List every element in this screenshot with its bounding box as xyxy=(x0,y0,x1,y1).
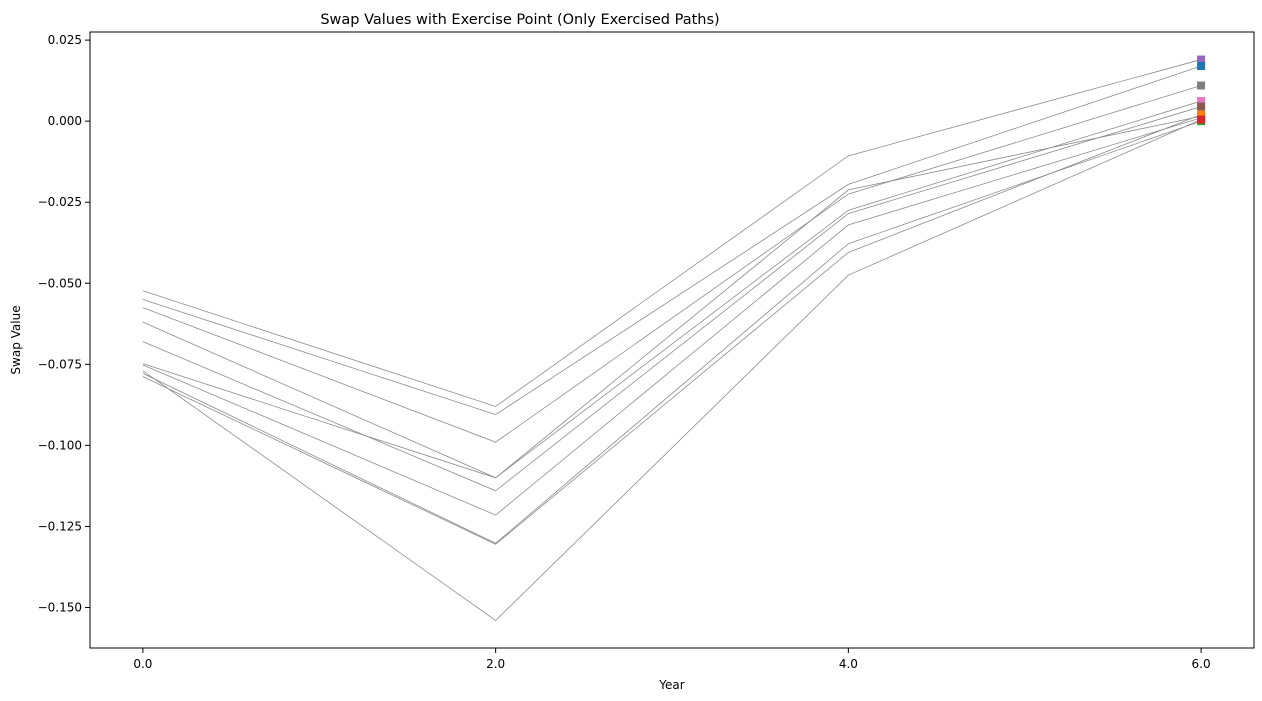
exercise-marker-4 xyxy=(1197,97,1206,106)
exercise-marker-10 xyxy=(1197,115,1206,124)
y-tick-label: −0.025 xyxy=(38,195,82,209)
exercise-marker-9 xyxy=(1197,110,1206,119)
y-tick-label: 0.000 xyxy=(48,114,82,128)
exercise-marker-3 xyxy=(1197,81,1206,90)
exercise-markers xyxy=(1197,55,1206,126)
exercise-marker-5 xyxy=(1197,102,1206,111)
y-tick-label: −0.075 xyxy=(38,357,82,371)
series-line-3 xyxy=(142,85,1202,443)
x-axis-ticks: 0.0 2.0 4.0 6.0 xyxy=(133,648,1211,671)
y-tick-label: −0.100 xyxy=(38,438,82,452)
series-line-6 xyxy=(142,115,1202,479)
x-axis-label: Year xyxy=(658,678,684,692)
series-line-2 xyxy=(142,65,1202,416)
series-line-8 xyxy=(142,120,1202,544)
y-tick-label: −0.125 xyxy=(38,519,82,533)
y-axis-ticks: 0.025 0.000 −0.025 −0.050 −0.075 −0.100 −0.125… xyxy=(38,33,90,614)
y-tick-label: −0.050 xyxy=(38,276,82,290)
exercise-marker-1 xyxy=(1197,55,1206,64)
series-lines xyxy=(142,59,1202,621)
y-tick-label: −0.150 xyxy=(38,600,82,614)
chart-title: Swap Values with Exercise Point (Only Ex… xyxy=(320,12,719,28)
series-line-7 xyxy=(142,117,1202,516)
y-axis-label: Swap Value xyxy=(9,305,23,374)
series-line-4 xyxy=(142,100,1202,479)
series-line-9 xyxy=(142,114,1202,545)
series-line-5 xyxy=(142,106,1202,492)
plot-area-frame xyxy=(89,31,1255,649)
series-line-10 xyxy=(142,119,1202,621)
series-line-1 xyxy=(142,59,1202,407)
exercise-marker-2 xyxy=(1197,62,1206,71)
y-tick-label: 0.025 xyxy=(48,33,82,47)
x-tick-label: 6.0 xyxy=(1192,657,1211,671)
x-tick-label: 4.0 xyxy=(839,657,858,671)
x-tick-label: 2.0 xyxy=(486,657,505,671)
x-tick-label: 0.0 xyxy=(133,657,152,671)
